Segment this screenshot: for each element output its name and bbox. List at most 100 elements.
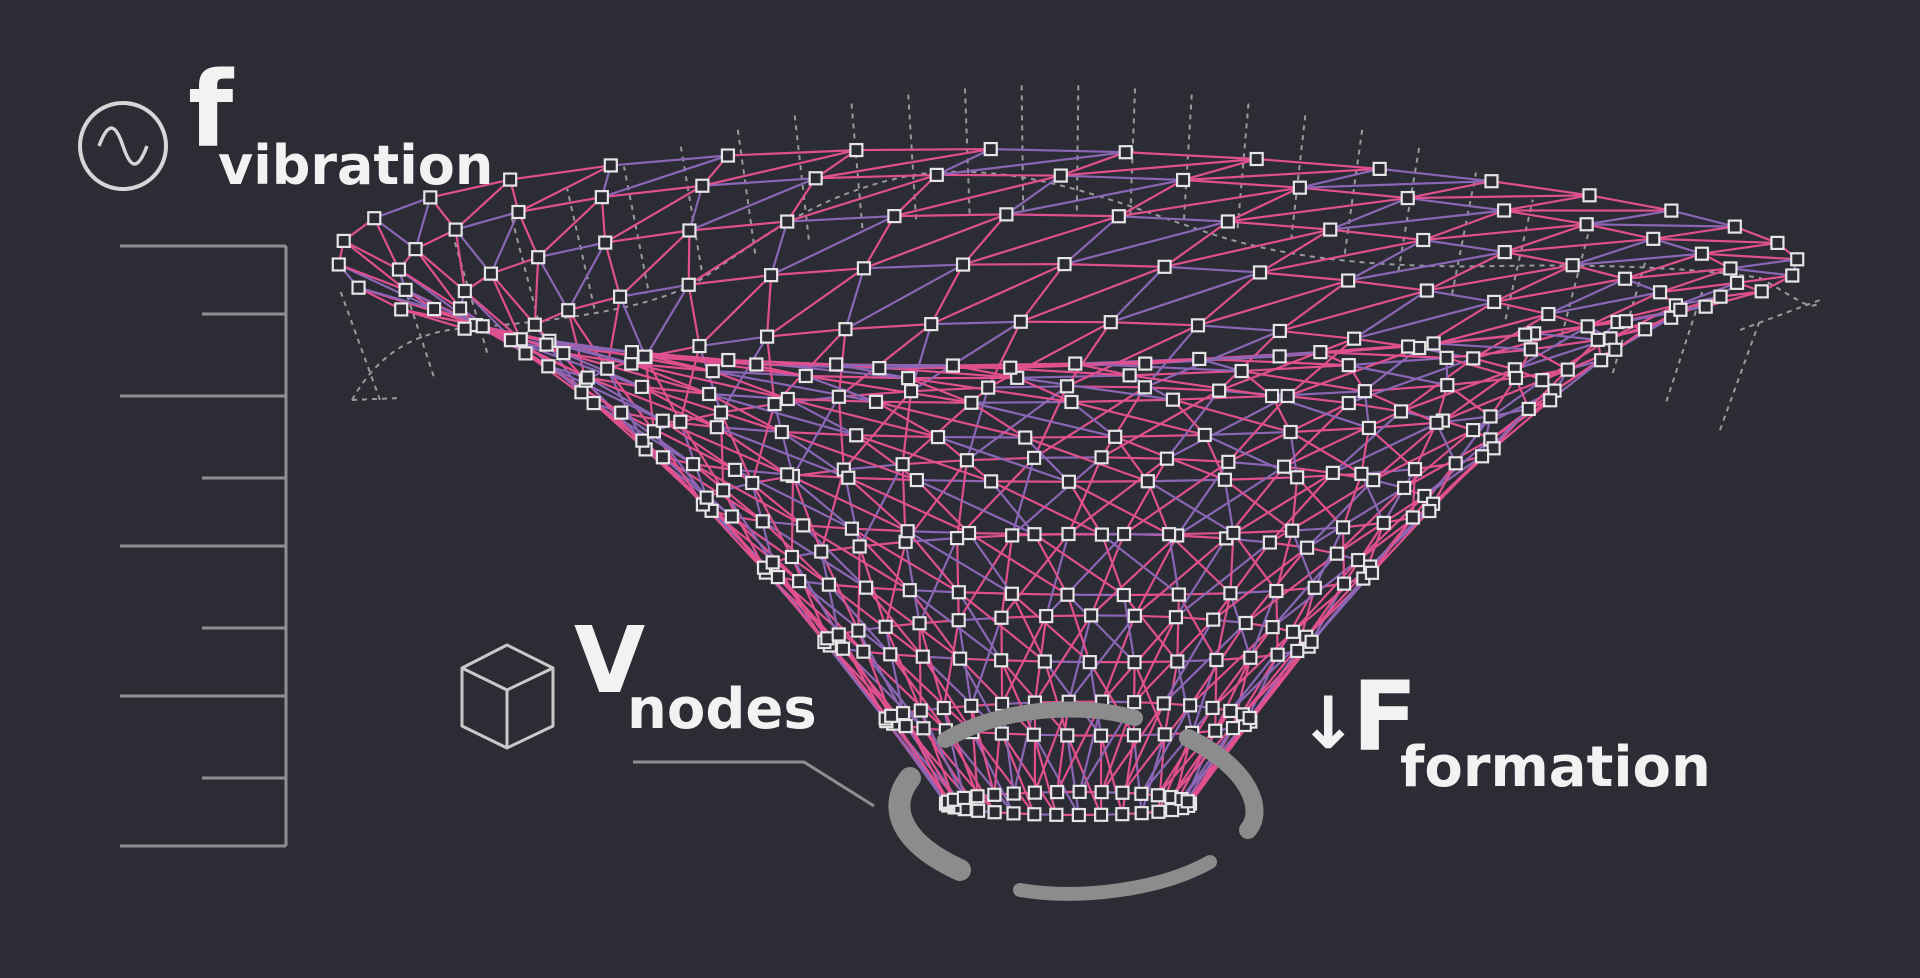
- mesh-node: [713, 405, 729, 420]
- mesh-diagonal-edge: [1034, 614, 1093, 704]
- mesh-node: [1486, 441, 1501, 456]
- mesh-diagonal-edge: [930, 264, 965, 325]
- mesh-node: [1341, 395, 1356, 411]
- mesh-node: [945, 358, 960, 373]
- mesh-diagonal-edge: [1320, 351, 1447, 359]
- mesh-node: [1618, 314, 1633, 329]
- mesh-diagonal-edge: [1306, 486, 1405, 549]
- mesh-node: [351, 280, 366, 295]
- mesh-diagonal-edge: [921, 656, 974, 733]
- mesh-node: [1238, 615, 1253, 631]
- mesh-node: [792, 574, 807, 589]
- mesh-diagonal-edge: [1493, 264, 1574, 303]
- mesh-node: [598, 235, 613, 250]
- mesh-node: [531, 250, 546, 265]
- mesh-diagonal-edge: [858, 463, 904, 547]
- mesh-node: [1422, 503, 1437, 519]
- dashed-grid-line: [850, 99, 864, 229]
- mesh-diagonal-edge: [688, 177, 817, 232]
- mesh-diagonal-edge: [1177, 594, 1218, 661]
- mesh-node: [1060, 587, 1075, 602]
- mesh-node: [964, 698, 979, 713]
- mesh-ring-edge: [990, 147, 1126, 154]
- mesh-node: [1292, 180, 1307, 195]
- mesh-node: [1103, 315, 1118, 330]
- mesh-node: [898, 718, 913, 734]
- mesh-diagonal-edge: [1245, 552, 1338, 624]
- mesh-diagonal-edge: [1163, 220, 1229, 268]
- mesh-node: [1126, 728, 1142, 743]
- mesh-node: [1094, 527, 1110, 542]
- mesh-node: [1535, 373, 1550, 388]
- mesh-diagonal-edge: [1016, 376, 1072, 403]
- mesh-diagonal-edge: [687, 284, 701, 347]
- mesh-ring-edge: [856, 147, 991, 152]
- mesh-ring-edge: [1230, 589, 1277, 595]
- mesh-diagonal-edge: [1000, 535, 1014, 618]
- mesh-node: [1664, 203, 1679, 218]
- mesh-node: [1372, 161, 1387, 176]
- mesh-diagonal-edge: [1227, 186, 1301, 223]
- mesh-diagonal-edge: [1372, 429, 1474, 482]
- mesh-diagonal-edge: [936, 151, 1126, 176]
- mesh-diagonal-edge: [1547, 277, 1626, 316]
- mesh-node: [849, 428, 864, 443]
- mesh-ring-edge: [1259, 271, 1349, 282]
- mesh-node: [1313, 345, 1328, 360]
- mesh-node: [1543, 393, 1558, 408]
- mesh-node: [408, 242, 423, 257]
- mesh-ring-edge: [1164, 265, 1261, 274]
- mesh-ring-edge: [815, 173, 937, 180]
- mesh-ring-edge: [1125, 151, 1257, 161]
- mesh-node: [884, 708, 899, 723]
- mesh-node: [749, 357, 764, 372]
- mesh-ring-edge: [1426, 289, 1495, 304]
- mesh-node: [1094, 785, 1109, 800]
- funnel-mesh-nodes: [331, 141, 1805, 823]
- mesh-node: [398, 282, 413, 297]
- mesh-ring-edge: [1586, 223, 1654, 240]
- mesh-ring-edge: [662, 419, 717, 429]
- mesh-node: [1272, 349, 1287, 364]
- mesh-node: [987, 805, 1002, 820]
- mesh-diagonal-edge: [1442, 379, 1543, 422]
- mesh-diagonal-edge: [1659, 281, 1738, 294]
- mesh-diagonal-edge: [820, 551, 840, 635]
- mesh-node: [814, 544, 829, 559]
- mesh-diagonal-edge: [962, 213, 1008, 266]
- mesh-diagonal-edge: [937, 436, 1070, 483]
- mesh-diagonal-edge: [1227, 196, 1408, 223]
- mesh-node: [912, 616, 927, 631]
- mesh-node: [808, 171, 823, 186]
- mesh-node: [1039, 609, 1054, 624]
- mesh-diagonal-edge: [1624, 267, 1731, 280]
- mesh-diagonal-edge: [517, 164, 612, 213]
- mesh-ring-edge: [851, 527, 908, 533]
- formation-label: ↓ F formation: [1298, 661, 1711, 800]
- mesh-node: [1416, 232, 1431, 248]
- mesh-node: [902, 583, 917, 598]
- mesh-diagonal-edge: [1283, 410, 1402, 468]
- mesh-node: [457, 321, 472, 336]
- mesh-diagonal-edge: [1232, 532, 1278, 592]
- mesh-diagonal-edge: [1259, 228, 1331, 274]
- mesh-node: [1277, 459, 1292, 474]
- mesh-diagonal-edge: [1291, 530, 1316, 589]
- mesh-diagonal-edge: [959, 657, 1035, 736]
- mesh-node: [1064, 394, 1079, 410]
- mesh-node: [1727, 219, 1742, 234]
- mesh-node: [1197, 427, 1212, 443]
- mesh-node: [1221, 454, 1236, 469]
- dashed-grid-line: [1504, 199, 1534, 320]
- mesh-diagonal-edge: [1162, 622, 1247, 705]
- mesh-node: [1323, 222, 1338, 237]
- mesh-node: [1050, 784, 1065, 800]
- nodes-symbol: V: [574, 607, 645, 714]
- mesh-node: [1003, 360, 1018, 375]
- mesh-ring-edge: [1364, 384, 1448, 393]
- mesh-ring-edge: [720, 402, 775, 414]
- mesh-node: [964, 395, 979, 410]
- mesh-diagonal-edge: [687, 230, 691, 285]
- mesh-diagonal-edge: [1140, 707, 1214, 795]
- mesh-diagonal-edge: [942, 707, 979, 797]
